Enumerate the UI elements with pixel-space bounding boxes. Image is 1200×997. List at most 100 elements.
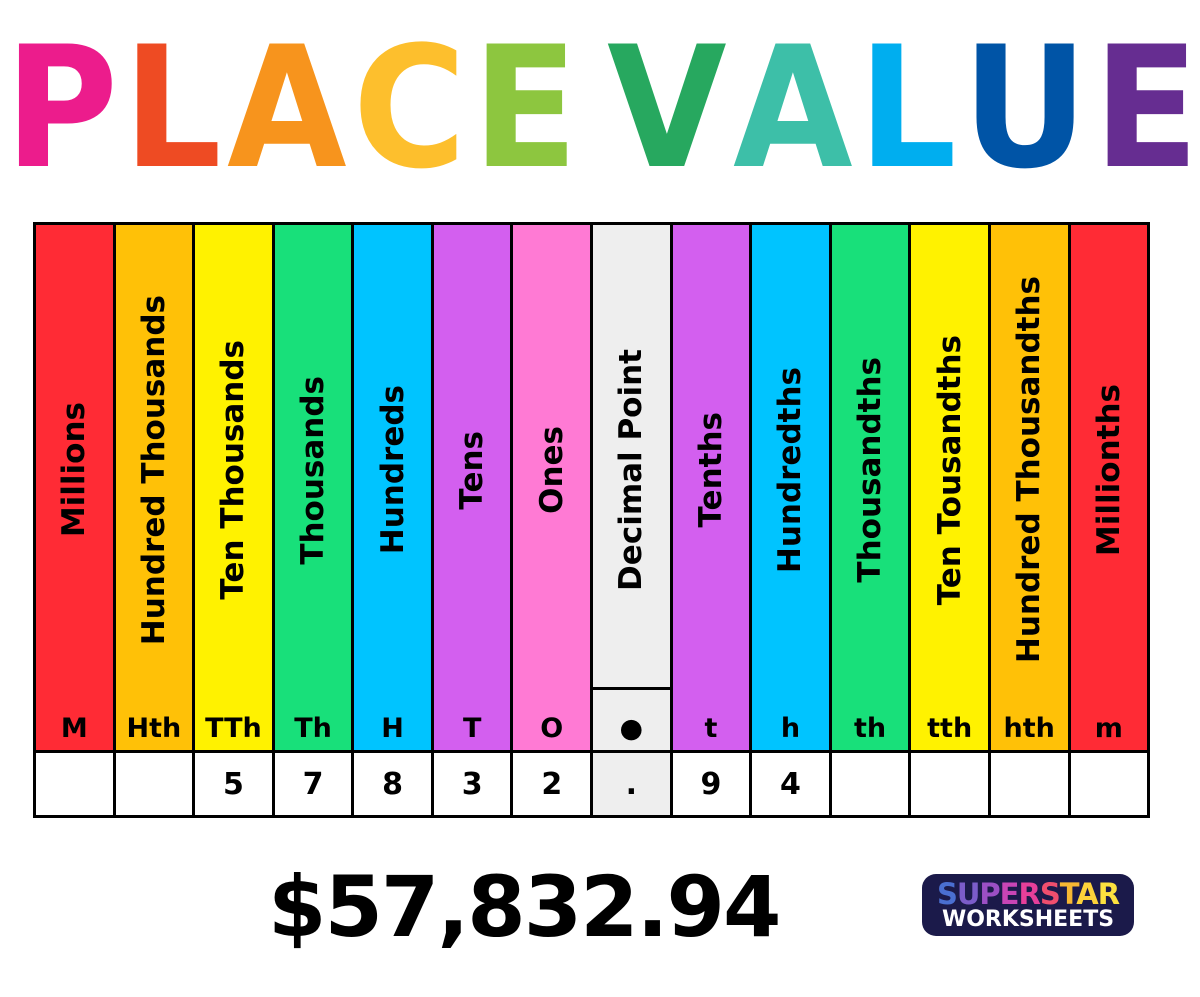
title-letter: E: [1093, 10, 1200, 206]
column-abbr: H: [381, 713, 404, 744]
column-name-wrap: Hundred Thousands: [116, 225, 193, 715]
logo-letter: T: [1059, 876, 1078, 911]
column-header: Hundred Thousandths hth: [990, 225, 1068, 750]
column-header: Hundreds H: [354, 225, 431, 750]
column-name-wrap: Millionths: [1071, 225, 1148, 715]
column-name: Hundred Thousandths: [1011, 276, 1048, 664]
place-column: Decimal Point ● .: [593, 225, 670, 815]
column-abbr: T: [462, 713, 482, 744]
place-column: Ones O 2: [513, 225, 591, 815]
column-name: Tens: [454, 430, 491, 510]
column-abbr: Th: [294, 713, 332, 744]
column-name: Ten Tousandths: [931, 334, 968, 606]
place-column: Hundred Thousands Hth: [115, 225, 193, 815]
decimal-point-box: [593, 687, 670, 750]
digit-cell: 4: [752, 753, 829, 815]
title-letter: C: [353, 10, 466, 206]
superstar-worksheets-logo: SUPERSTAR WORKSHEETS: [922, 874, 1134, 936]
column-abbr: ●: [619, 713, 644, 744]
title-letter: L: [123, 10, 221, 206]
place-column: Thousands Th 7: [274, 225, 352, 815]
column-abbr: O: [540, 713, 564, 744]
column-header: Thousandths th: [831, 225, 909, 750]
logo-letter: P: [979, 876, 1000, 911]
column-abbr: t: [704, 713, 718, 744]
column-name-wrap: Tenths: [673, 225, 750, 715]
title-letter: E: [471, 10, 578, 206]
column-name-wrap: Ten Tousandths: [911, 225, 988, 715]
digit-cell: 8: [354, 753, 431, 815]
logo-letter: U: [956, 876, 981, 911]
column-header: Tenths t: [672, 225, 750, 750]
title-letter: L: [857, 10, 956, 206]
column-name-wrap: Ten Thousands: [195, 225, 272, 715]
column-name-wrap: Decimal Point: [593, 225, 670, 715]
column-header: Ten Tousandths tth: [911, 225, 988, 750]
column-name-wrap: Hundredths: [752, 225, 829, 715]
column-abbr: th: [854, 713, 887, 744]
column-abbr: h: [780, 713, 801, 744]
digit-cell: .: [593, 753, 670, 815]
title-letter: V: [606, 10, 727, 206]
column-abbr: Hth: [126, 713, 182, 744]
column-header: Hundred Thousands Hth: [115, 225, 193, 750]
digit-cell: [115, 753, 193, 815]
digit-cell: 5: [195, 753, 272, 815]
place-column: Tenths t 9: [672, 225, 750, 815]
place-column: Ten Thousands TTh 5: [195, 225, 272, 815]
column-abbr: TTh: [205, 713, 262, 744]
logo-letter: R: [1097, 876, 1120, 911]
place-column: Tens T 3: [433, 225, 511, 815]
column-name: Ones: [533, 426, 570, 514]
amount-value: $57,832.94: [268, 858, 781, 956]
title-letter: A: [732, 10, 853, 206]
column-name: Ten Thousands: [215, 340, 252, 600]
digit-cell: [1070, 753, 1148, 815]
column-name: Hundredths: [772, 366, 809, 574]
digit-cell: 9: [672, 753, 750, 815]
column-header: Hundredths h: [752, 225, 829, 750]
column-abbr: m: [1094, 713, 1123, 744]
digit-cell: 7: [274, 753, 352, 815]
place-column: Hundredths h 4: [752, 225, 829, 815]
digit-cell: [36, 753, 113, 815]
place-column: Thousandths th: [831, 225, 909, 815]
title-letter: U: [962, 10, 1088, 206]
logo-letter: E: [999, 876, 1020, 911]
column-name-wrap: Hundreds: [354, 225, 431, 715]
column-header: Millionths m: [1070, 225, 1148, 750]
column-abbr: tth: [927, 713, 973, 744]
digit-cell: 2: [513, 753, 591, 815]
column-name: Thousandths: [852, 357, 889, 583]
column-name: Thousands: [295, 375, 332, 565]
place-column: Hundred Thousandths hth: [990, 225, 1068, 815]
column-header: Decimal Point ●: [593, 225, 670, 750]
digit-cell: [831, 753, 909, 815]
column-name: Hundred Thousands: [135, 294, 172, 646]
logo-line-2: WORKSHEETS: [941, 906, 1115, 932]
column-header: Ones O: [513, 225, 591, 750]
place-column: Millions M: [36, 225, 113, 815]
column-name: Hundreds: [374, 385, 411, 555]
column-name: Decimal Point: [613, 349, 650, 591]
column-name-wrap: Ones: [513, 225, 590, 715]
place-value-chart: Millions M Hundred Thousands Hth Ten Tho…: [33, 222, 1150, 818]
column-name-wrap: Millions: [36, 225, 113, 715]
column-header: Millions M: [36, 225, 113, 750]
title-letter: A: [227, 10, 347, 206]
place-column: Hundreds H 8: [354, 225, 431, 815]
logo-letter: R: [1018, 876, 1040, 911]
place-column: Ten Tousandths tth: [911, 225, 988, 815]
column-header: Ten Thousands TTh: [195, 225, 272, 750]
column-name: Millionths: [1090, 383, 1127, 557]
column-header: Tens T: [433, 225, 511, 750]
column-name-wrap: Tens: [434, 225, 511, 715]
logo-letter: A: [1076, 876, 1098, 911]
logo-letter: S: [1039, 876, 1061, 911]
column-name-wrap: Hundred Thousandths: [991, 225, 1068, 715]
column-header: Thousands Th: [274, 225, 352, 750]
title-letter: P: [4, 10, 118, 206]
place-column: Millionths m: [1070, 225, 1148, 815]
column-name: Millions: [56, 402, 93, 538]
